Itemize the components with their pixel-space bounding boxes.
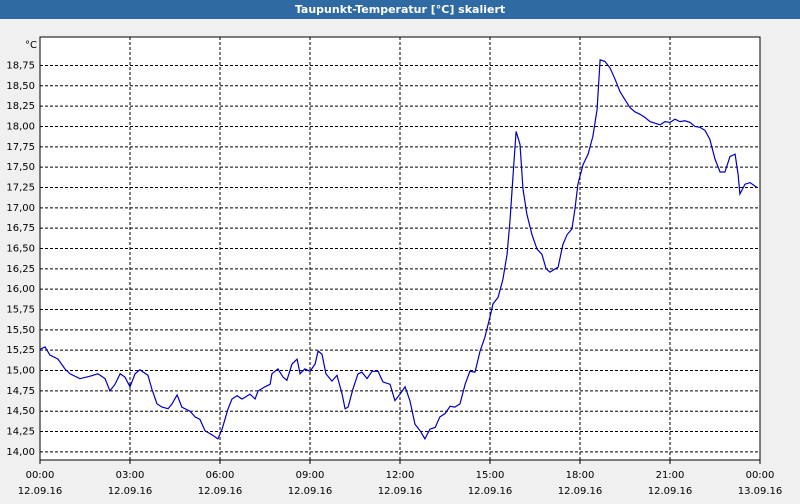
x-tick-label: 00:00 xyxy=(746,470,775,481)
x-tick-label: 12:00 xyxy=(386,470,415,481)
y-tick-label: 17,50 xyxy=(6,162,35,173)
x-tick-label: 09:00 xyxy=(296,470,325,481)
plot-border xyxy=(39,36,761,461)
y-tick-label: 14,50 xyxy=(6,406,35,417)
x-tick-label: 00:00 xyxy=(26,470,55,481)
y-tick-label: 16,75 xyxy=(6,223,35,234)
y-tick-label: 16,50 xyxy=(6,244,35,255)
chart-title: Taupunkt-Temperatur [°C] skaliert xyxy=(295,3,505,16)
x-tick-date: 12.09.16 xyxy=(378,486,423,497)
y-tick-label: 16,25 xyxy=(6,264,35,275)
y-tick-label: 14,25 xyxy=(6,427,35,438)
x-tick-date: 12.09.16 xyxy=(198,486,243,497)
x-tick-date: 12.09.16 xyxy=(18,486,63,497)
y-tick-label: 14,75 xyxy=(6,386,35,397)
y-tick-label: 18,25 xyxy=(6,101,35,112)
y-tick-label: 17,75 xyxy=(6,142,35,153)
x-tick-date: 12.09.16 xyxy=(558,486,603,497)
data-line xyxy=(39,58,758,441)
y-tick-label: 17,00 xyxy=(6,203,35,214)
x-tick-date: 12.09.16 xyxy=(468,486,513,497)
y-tick-label: 17,25 xyxy=(6,182,35,193)
x-tick-label: 15:00 xyxy=(476,470,505,481)
x-tick-date: 12.09.16 xyxy=(648,486,693,497)
x-tick-date: 13.09.16 xyxy=(738,486,783,497)
y-unit: °C xyxy=(25,40,37,51)
y-tick-label: 15,25 xyxy=(6,345,35,356)
y-tick-label: 18,50 xyxy=(6,81,35,92)
y-tick-label: 14,00 xyxy=(6,447,35,458)
x-tick-date: 12.09.16 xyxy=(288,486,333,497)
x-tick-label: 06:00 xyxy=(206,470,235,481)
x-tick-label: 18:00 xyxy=(566,470,595,481)
x-tick-date: 12.09.16 xyxy=(108,486,153,497)
y-tick-label: 15,75 xyxy=(6,305,35,316)
y-tick-label: 15,00 xyxy=(6,366,35,377)
title-bar xyxy=(0,0,800,19)
x-tick-label: 03:00 xyxy=(116,470,145,481)
y-tick-label: 15,50 xyxy=(6,325,35,336)
y-tick-label: 18,00 xyxy=(6,121,35,132)
y-tick-label: 18,75 xyxy=(6,60,35,71)
y-tick-label: 16,00 xyxy=(6,284,35,295)
x-tick-label: 21:00 xyxy=(656,470,685,481)
